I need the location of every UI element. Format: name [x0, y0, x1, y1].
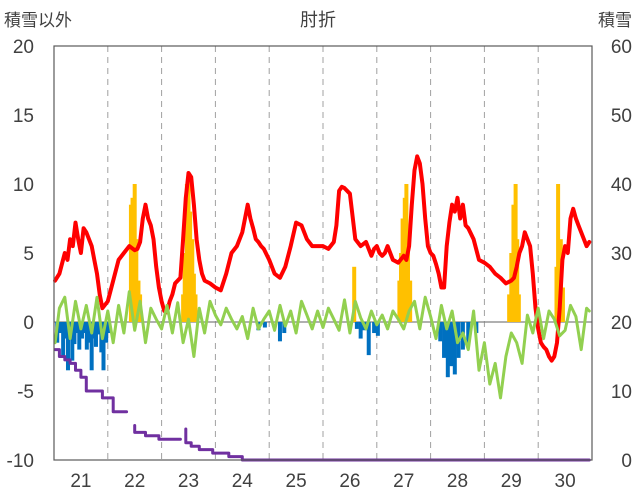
orange-bar: [511, 204, 516, 322]
blue-bar: [84, 322, 89, 350]
chart-title: 肘折: [300, 10, 336, 30]
x-tick-label: 25: [286, 471, 307, 492]
vertical-gridlines: [107, 46, 539, 460]
blue-bar: [72, 322, 77, 345]
x-tick-label: 21: [70, 471, 91, 492]
orange-bar: [400, 218, 405, 322]
left-y-tick-label: 15: [13, 106, 34, 127]
orange-bar: [130, 197, 135, 322]
blue-bar: [106, 322, 111, 334]
orange-bar: [352, 266, 357, 322]
orange-bar: [509, 253, 514, 322]
plot-frame: [53, 45, 593, 461]
blue-bar: [101, 322, 106, 371]
blue-bar: [358, 322, 363, 339]
x-tick-label: 29: [501, 471, 522, 492]
blue-bar: [87, 322, 92, 343]
x-tick-label: 26: [339, 471, 360, 492]
left-y-tick-label: -10: [7, 451, 34, 472]
blue-bar: [466, 322, 471, 345]
blue-bar: [372, 322, 377, 334]
blue-bar: [277, 322, 282, 342]
x-tick-labels: 21 22 23 24 25 26 27 28 29 30: [70, 471, 575, 492]
left-y-tick-label: 0: [23, 313, 34, 334]
orange-bar: [560, 287, 565, 322]
blue-bar: [445, 322, 450, 378]
blue-bar: [65, 322, 70, 371]
x-tick-label: 30: [555, 471, 576, 492]
orange-bar: [507, 294, 512, 322]
right-y-tick-label: 50: [611, 106, 632, 127]
blue-bar: [104, 322, 109, 343]
blue-bar: [82, 322, 87, 334]
right-y-tick-label: 10: [611, 382, 632, 403]
blue-bar: [77, 322, 82, 350]
blue-bar: [61, 322, 66, 357]
right-y-tick-label: 40: [611, 175, 632, 196]
blue-bar: [70, 322, 75, 361]
x-tick-label: 28: [447, 471, 468, 492]
right-axis-title: 積雪: [598, 11, 632, 30]
purple-series-line: [53, 348, 129, 414]
left-y-tick-label: 10: [13, 175, 34, 196]
blue-bar: [442, 322, 447, 358]
orange-bar: [182, 253, 187, 322]
blue-bar: [366, 322, 371, 356]
purple-series-line: [133, 424, 182, 441]
right-y-tick-label: 60: [611, 37, 632, 58]
purple-series-line: [184, 427, 591, 462]
left-y-tick-labels: 20 15 10 5 0 -5 -10: [7, 37, 34, 472]
blue-bar: [79, 322, 84, 339]
left-axis-title: 積雪以外: [4, 11, 72, 30]
blue-bar: [89, 322, 94, 371]
orange-bar: [408, 280, 413, 322]
right-y-tick-label: 30: [611, 244, 632, 265]
right-y-tick-labels: 60 50 40 30 20 10 0: [611, 37, 632, 472]
blue-bar: [96, 322, 101, 335]
blue-bar: [63, 322, 68, 339]
blue-bar: [58, 322, 63, 334]
blue-bar: [282, 322, 287, 334]
x-tick-label: 27: [393, 471, 414, 492]
left-y-tick-label: 5: [23, 244, 34, 265]
orange-bar: [188, 211, 193, 322]
orange-bar: [193, 294, 198, 322]
orange-bar: [516, 294, 521, 322]
blue-bar: [262, 322, 267, 328]
blue-bar: [93, 322, 98, 347]
blue-bar: [91, 322, 96, 339]
blue-bar: [452, 322, 457, 375]
orange-bar: [556, 184, 561, 322]
precipitation-bars: [55, 177, 565, 378]
series-lines: [53, 154, 592, 462]
blue-bar: [438, 322, 443, 342]
right-y-tick-label: 0: [621, 451, 632, 472]
red-series-line: [53, 154, 592, 363]
right-y-tick-label: 20: [611, 313, 632, 334]
x-tick-label: 23: [178, 471, 199, 492]
blue-bar: [74, 322, 79, 334]
left-y-tick-label: -5: [17, 382, 34, 403]
orange-bar: [515, 239, 520, 322]
left-y-tick-label: 20: [13, 37, 34, 58]
green-series-line: [53, 290, 591, 400]
x-tick-label: 24: [232, 471, 254, 492]
blue-bar: [354, 322, 359, 329]
orange-bar: [406, 232, 411, 322]
orange-bar: [134, 239, 139, 322]
x-tick-label: 22: [124, 471, 145, 492]
blue-bar: [375, 322, 380, 336]
blue-bar: [449, 322, 454, 367]
